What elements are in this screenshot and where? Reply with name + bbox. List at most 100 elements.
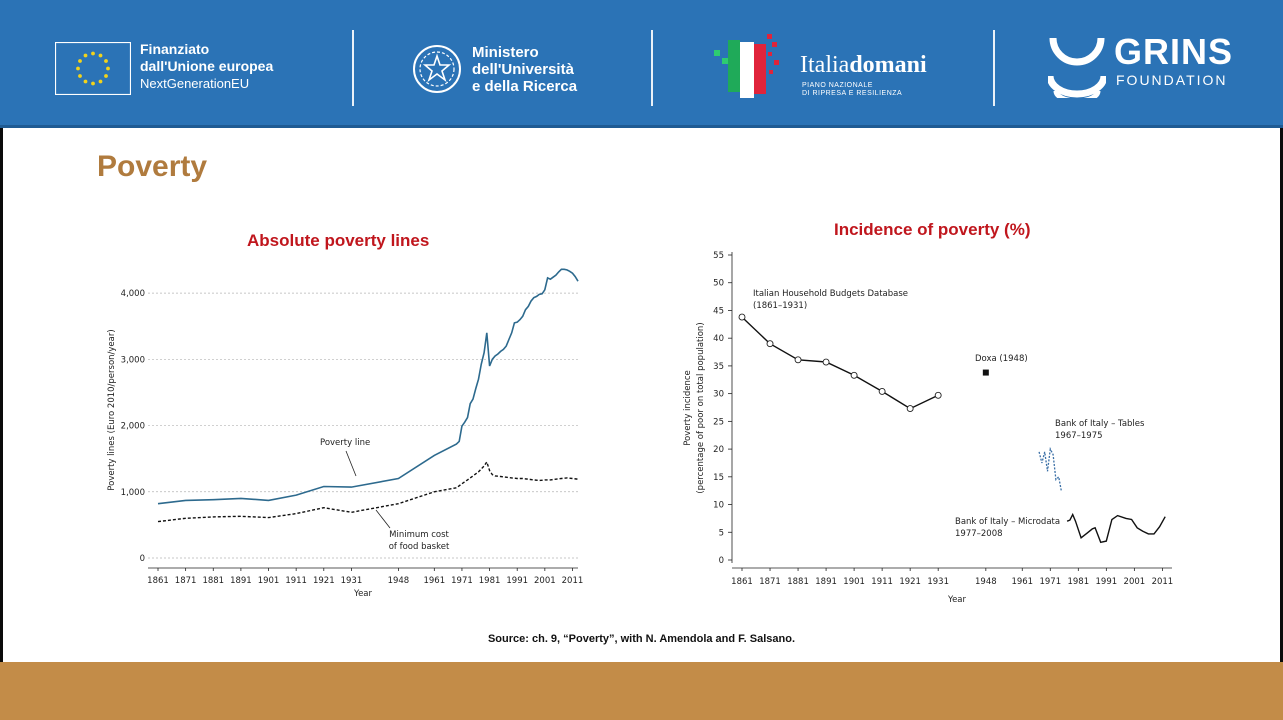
x-tick-label: 1891: [815, 577, 837, 587]
eu-flag-icon: [55, 42, 131, 95]
x-axis-label: Year: [947, 595, 967, 605]
x-tick-label: 1891: [230, 576, 252, 586]
data-point-household-budgets: [850, 371, 858, 379]
x-tick-label: 1861: [147, 576, 169, 586]
eu-star-icon: [78, 59, 82, 63]
series-line-minimum-cost: [157, 460, 579, 523]
label-household-budgets-years: (1861–1931): [753, 301, 807, 311]
x-tick-label: 1961: [1011, 577, 1033, 587]
data-point-household-budgets: [906, 405, 914, 413]
data-point-doxa: [982, 369, 989, 376]
eu-line1: Finanziato: [140, 41, 210, 57]
chart-absolute-poverty-lines: 0 1,000 2,000 3,000 4,000 1861 1871 1881 1891 190…: [107, 268, 584, 599]
eu-star-icon: [91, 51, 95, 56]
x-tick-label: 1981: [1067, 577, 1089, 587]
eu-star-icon: [98, 79, 103, 84]
slide-title: Poverty: [97, 150, 208, 183]
italiadomani-name-part1: Italia: [800, 52, 850, 78]
series-line-household-budgets: [741, 316, 939, 410]
x-axis-label: Year: [353, 589, 373, 599]
left-border: [0, 128, 3, 662]
x-tick-label: 1931: [927, 577, 949, 587]
italiadomani-sub2: DI RIPRESA E RESILIENZA: [802, 90, 903, 97]
header-separator: [993, 30, 995, 106]
x-tick-label: 1971: [1039, 577, 1061, 587]
series-line-bank-tables: [1038, 446, 1063, 492]
eu-line3: NextGenerationEU: [140, 76, 250, 91]
y-tick-label: 50: [713, 279, 724, 289]
x-tick-label: 1931: [341, 576, 363, 586]
data-point-household-budgets: [878, 387, 886, 395]
ministry-line3: e della Ricerca: [472, 78, 578, 95]
x-tick-label: 2011: [562, 576, 584, 586]
eu-star-icon: [104, 59, 108, 63]
y-tick-label: 0: [140, 554, 145, 564]
x-tick-label: 1881: [787, 577, 809, 587]
header-separator: [651, 30, 653, 106]
y-tick-label: 15: [713, 473, 724, 483]
y-tick-label: 30: [713, 390, 724, 400]
italiadomani-name: Italiadomani: [800, 52, 927, 79]
y-tick-label: 1,000: [121, 488, 145, 498]
x-tick-label: 1921: [899, 577, 921, 587]
data-point-household-budgets: [794, 356, 802, 364]
data-point-household-budgets: [738, 313, 746, 321]
x-tick-label: 1881: [202, 576, 224, 586]
y-tick-label: 55: [713, 251, 724, 261]
eu-star-icon: [83, 79, 88, 84]
y-tick-label: 0: [719, 556, 724, 566]
grins-sub: FOUNDATION: [1116, 72, 1228, 88]
label-bank-microdata-years: 1977–2008: [955, 529, 1003, 539]
x-tick-label: 2001: [534, 576, 556, 586]
y-tick-label: 20: [713, 445, 724, 455]
x-tick-label: 1911: [871, 577, 893, 587]
eu-star-icon: [78, 74, 82, 78]
label-bank-tables: Bank of Italy – Tables: [1055, 419, 1145, 429]
annotation-poverty-line: Poverty line: [320, 438, 370, 448]
header-separator: [352, 30, 354, 106]
x-tick-label: 2001: [1124, 577, 1146, 587]
x-tick-label: 2011: [1152, 577, 1174, 587]
x-tick-label: 1871: [175, 576, 197, 586]
annotation-pointer: [375, 509, 391, 529]
x-tick-label: 1991: [506, 576, 528, 586]
y-tick-label: 40: [713, 334, 724, 344]
x-tick-label: 1991: [1096, 577, 1118, 587]
annotation-pointer: [345, 450, 357, 477]
data-point-household-budgets: [934, 391, 942, 399]
y-tick-label: 25: [713, 417, 724, 427]
x-tick-label: 1981: [479, 576, 501, 586]
eu-line2: dall'Unione europea: [140, 58, 274, 74]
data-point-household-budgets: [766, 340, 774, 348]
y-axis-label: Poverty lines (Euro 2010/person/year): [107, 329, 117, 490]
right-border: [1280, 128, 1283, 662]
data-point-household-budgets: [822, 358, 830, 366]
eu-star-icon: [76, 66, 80, 71]
ministry-line1: Ministero: [472, 44, 539, 61]
emblem-icon: [413, 45, 461, 93]
eu-star-icon: [98, 53, 103, 58]
annotation-min-cost: Minimum cost: [389, 530, 449, 540]
italiadomani-sub1: PIANO NAZIONALE: [802, 82, 873, 89]
header-band: Finanziato dall'Unione europea NextGener…: [0, 0, 1283, 128]
x-tick-label: 1971: [451, 576, 473, 586]
y-tick-label: 45: [713, 306, 724, 316]
eu-star-icon: [104, 74, 108, 78]
x-tick-label: 1901: [843, 577, 865, 587]
footer-band: [0, 662, 1283, 720]
x-tick-label: 1901: [258, 576, 280, 586]
label-bank-tables-years: 1967–1975: [1055, 431, 1103, 441]
eu-star-icon: [106, 66, 110, 71]
annotation-food-basket: of food basket: [389, 542, 450, 552]
source-caption: Source: ch. 9, “Poverty”, with N. Amendo…: [487, 633, 796, 645]
x-tick-label: 1871: [759, 577, 781, 587]
x-tick-label: 1948: [388, 576, 410, 586]
x-tick-label: 1911: [285, 576, 307, 586]
eu-star-icon: [83, 53, 88, 58]
eu-star-icon: [91, 81, 95, 86]
y-tick-label: 2,000: [121, 422, 145, 432]
y-axis-label-sub: (percentage of poor on total population): [696, 322, 706, 493]
y-axis-label: Poverty incidence: [683, 370, 693, 446]
ministry-line2: dell'Università: [472, 61, 574, 78]
